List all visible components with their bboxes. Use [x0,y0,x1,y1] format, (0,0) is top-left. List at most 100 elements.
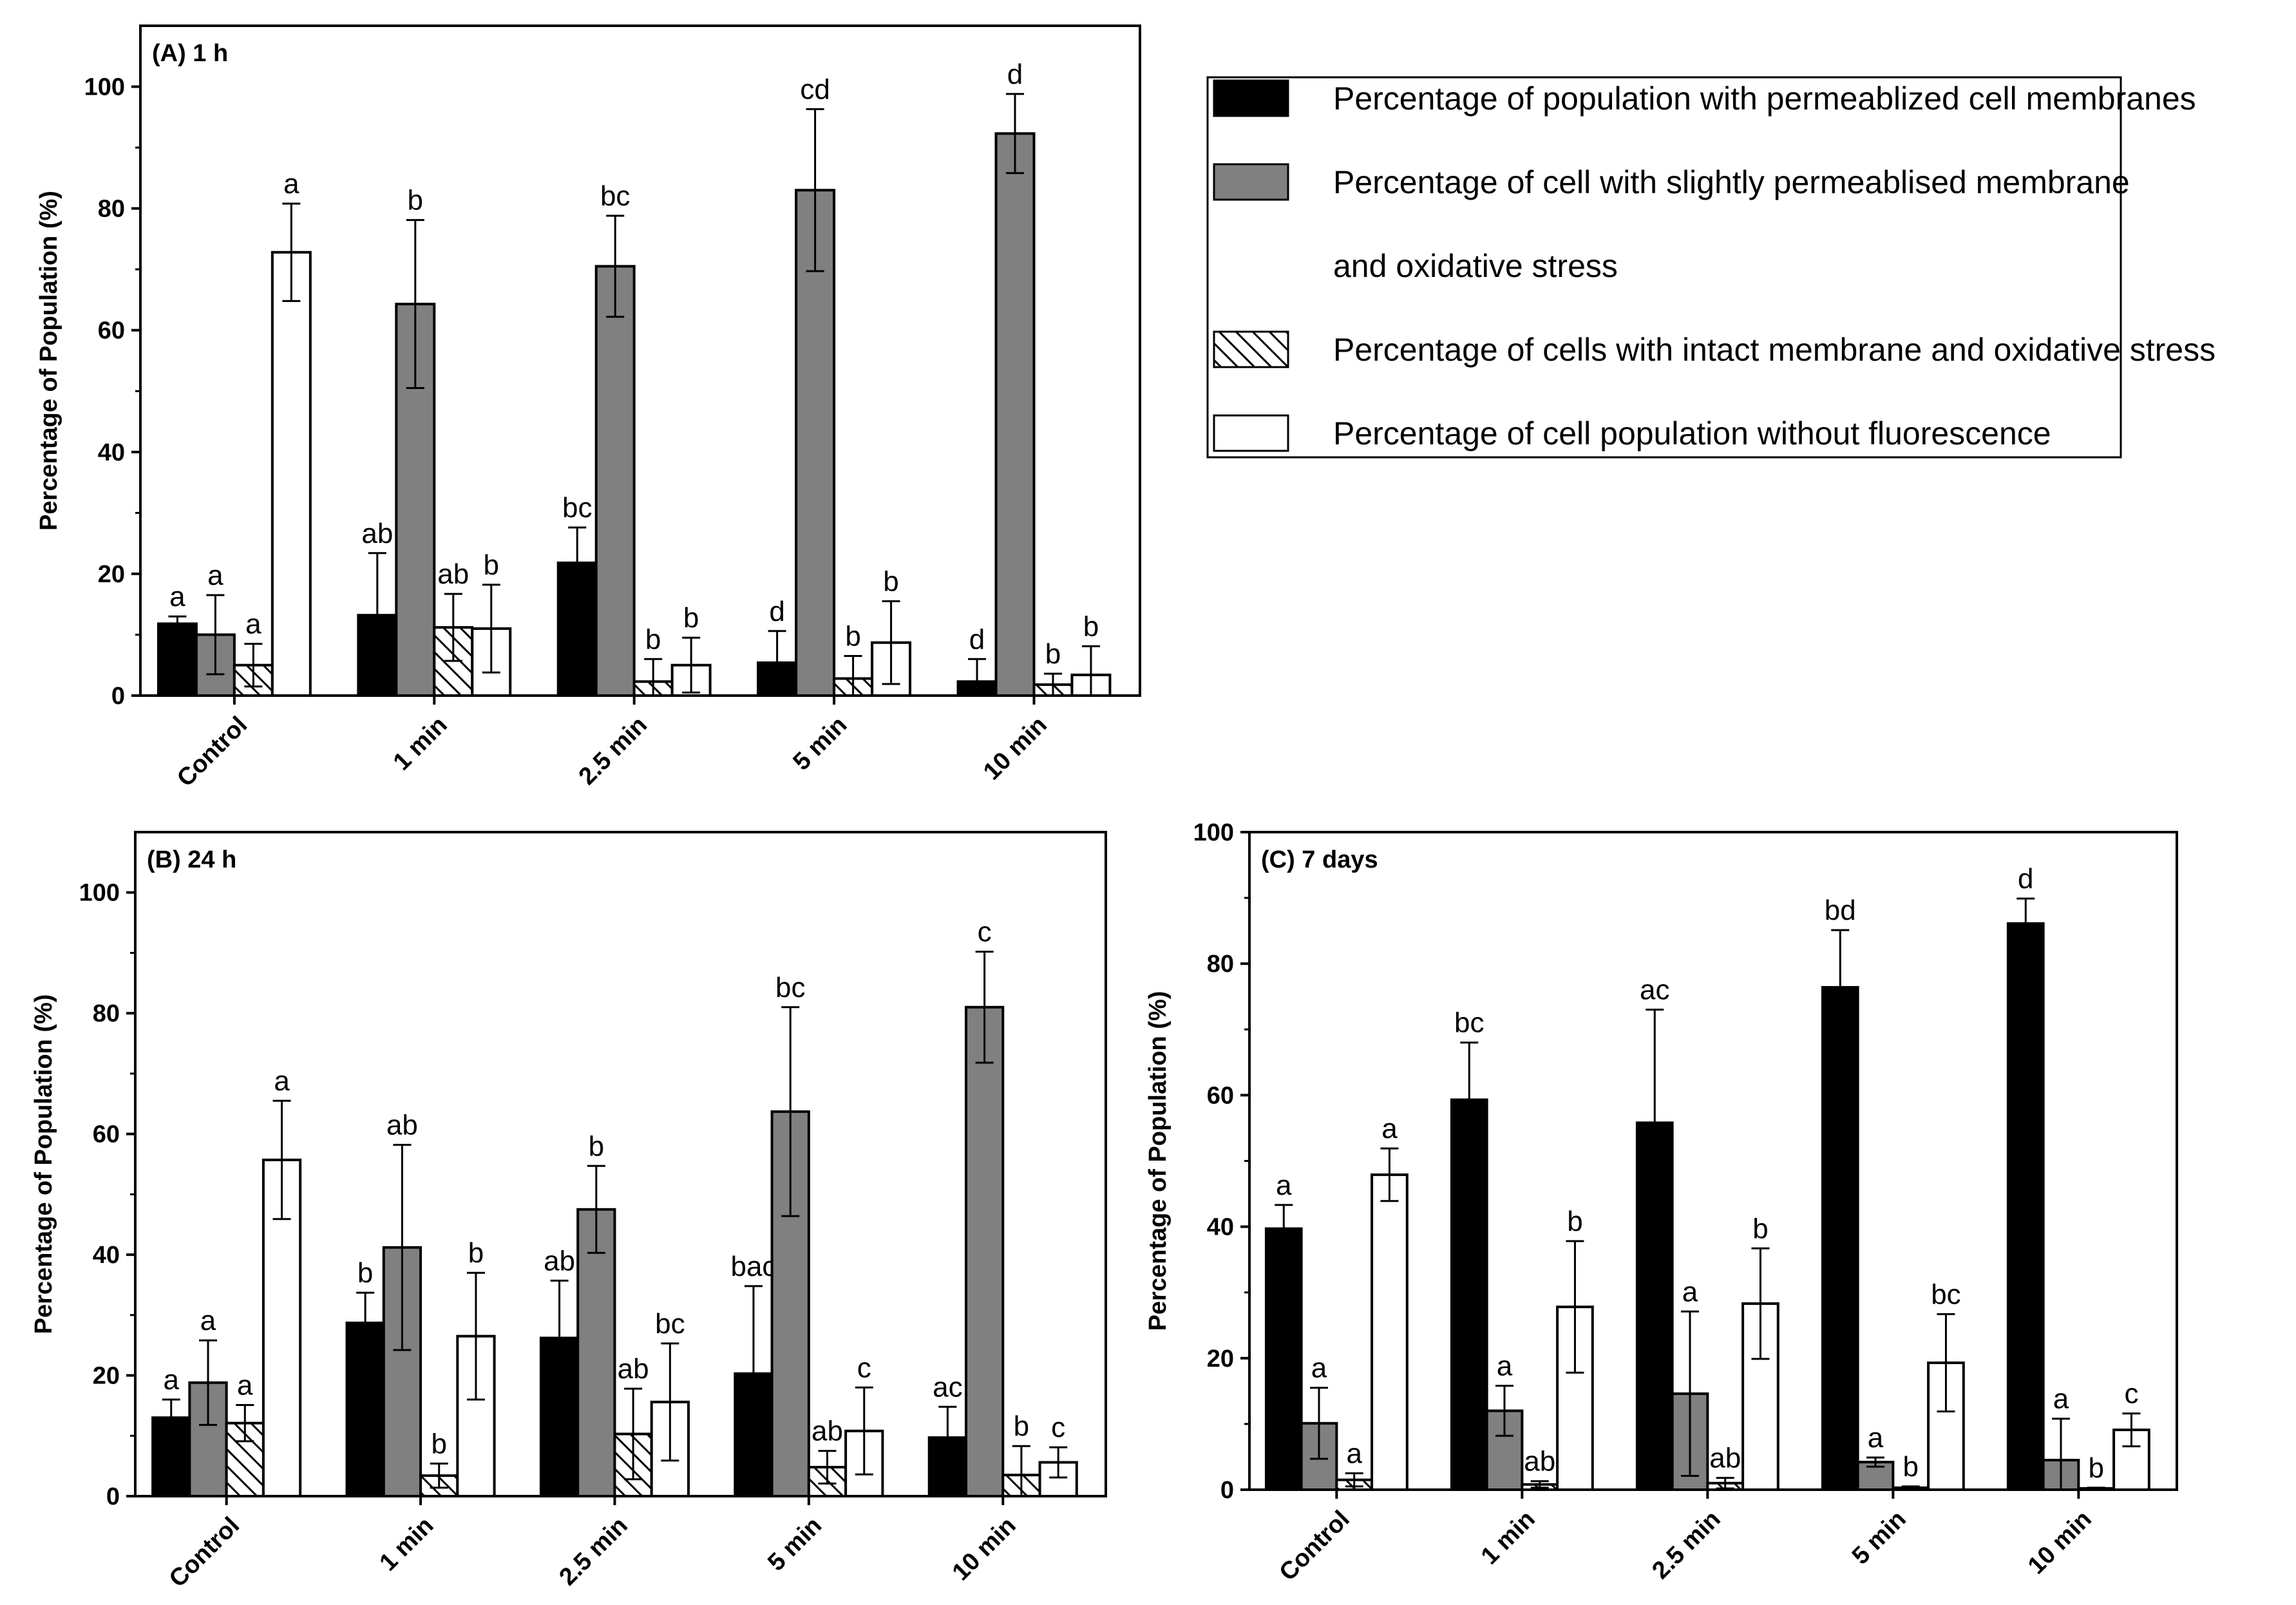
y-tick-label: 60 [98,318,125,345]
significance-letter: b [1752,1213,1768,1244]
bar-5-min-series-2 [795,189,836,698]
significance-letter: ab [361,518,393,549]
y-axis-title: Percentage of Population (%) [1144,991,1172,1331]
significance-letter: b [1014,1410,1029,1442]
panel-title: (C) 7 days [1261,846,1378,873]
significance-letter: ab [1709,1443,1741,1474]
bar-control-series-1 [157,622,198,697]
legend-swatch-4 [1213,414,1289,452]
legend-frame [1206,76,2122,459]
significance-letter: ac [1640,974,1669,1006]
significance-letter: bc [775,972,805,1003]
significance-letter: bc [600,180,630,212]
significance-letter: ac [933,1371,962,1403]
significance-letter: bd [1825,895,1856,926]
x-category-label: 2.5 min [574,712,652,790]
x-category-label: 2.5 min [1647,1506,1725,1584]
x-category-label: 1 min [375,1512,439,1577]
y-tick-label: 20 [98,561,125,588]
significance-letter: a [1346,1438,1362,1469]
y-tick-label: 60 [1207,1082,1234,1109]
significance-letter: a [274,1065,290,1097]
significance-letter: ab [811,1416,843,1447]
significance-letter: bc [1454,1007,1484,1039]
bar-10-min-series-2 [964,1005,1005,1497]
bar-5-min-series-1 [1821,985,1859,1492]
significance-letter: a [1497,1351,1513,1382]
legend-label-2-line2: and oxidative stress [1333,248,1618,284]
y-tick-label: 20 [93,1363,120,1390]
significance-letter: bc [655,1308,685,1340]
x-category-label: Control [164,1512,245,1593]
significance-letter: ab [1524,1446,1555,1477]
significance-letter: b [1567,1206,1582,1237]
x-category-label: 5 min [788,712,853,776]
y-tick-label: 0 [1220,1477,1234,1504]
significance-letter: c [857,1352,871,1383]
significance-letter: a [207,560,223,591]
bar-1-min-series-1 [1450,1098,1488,1491]
chart-panel-a: (A) 1 h 0 20 40 60 80 100 Percentage of Populat… [35,24,1141,792]
bar-control-series-4 [270,251,312,697]
significance-letter: b [1045,638,1061,670]
legend-label-4: Percentage of cell population without fl… [1333,415,2051,451]
significance-letter: b [883,565,898,597]
bar-2-5-min-series-2 [594,265,636,698]
y-tick-label: 100 [79,880,120,907]
x-category-label: 10 min [2023,1506,2097,1580]
y-tick-label: 40 [1207,1214,1234,1241]
significance-letter: a [2053,1383,2069,1415]
panel-title: (A) 1 h [152,40,228,67]
chart-legend: Percentage of population with permeabliz… [1206,76,2215,459]
significance-letter: b [2088,1452,2103,1484]
significance-letter: c [1051,1412,1065,1443]
significance-letter: d [1007,59,1023,90]
legend-swatch-3 [1213,330,1289,368]
y-tick-label: 100 [84,74,125,101]
x-category-label: 2.5 min [555,1512,633,1591]
significance-letter: b [645,623,661,655]
significance-letter: a [283,168,299,200]
significance-letter: b [357,1257,373,1289]
x-category-label: 10 min [978,712,1052,786]
significance-letter: a [1381,1113,1398,1144]
x-category-label: 5 min [763,1512,827,1577]
y-tick-label: 0 [111,683,125,710]
significance-letter: cd [800,74,830,106]
y-tick-label: 20 [1207,1345,1234,1372]
x-category-label: 1 min [388,712,453,776]
significance-letter: b [683,602,699,634]
significance-letter: ab [618,1353,649,1385]
significance-letter: a [237,1369,253,1401]
significance-letter: a [1682,1276,1698,1307]
legend-swatch-2 [1213,163,1289,201]
y-tick-label: 80 [93,1000,120,1027]
significance-letter: b [468,1237,484,1269]
legend-label-1: Percentage of population with permeabliz… [1333,81,2196,117]
legend-label-3: Percentage of cells with intact membrane… [1333,332,2215,368]
x-category-label: Control [172,712,252,792]
bar-10-min-series-2 [994,132,1036,697]
legend-label-2: Percentage of cell with slightly permeab… [1333,164,2130,200]
significance-letter: bc [562,492,592,524]
significance-letter: a [200,1305,216,1336]
x-category-label: Control [1275,1506,1355,1586]
significance-letter: c [2124,1378,2138,1410]
significance-letter: a [1311,1353,1327,1384]
chart-panel-c: (C) 7 days 0 20 40 60 80 100 Percentage of Popu… [1144,819,2178,1586]
significance-letter: a [1276,1170,1292,1201]
significance-letter: a [169,581,185,613]
y-tick-label: 40 [93,1242,120,1269]
chart-panel-b: (B) 24 h 0 20 40 60 80 100 Percentage of Popula… [30,831,1107,1593]
panel-title: (B) 24 h [147,846,236,873]
significance-letter: d [2018,863,2033,895]
significance-letter: b [1902,1451,1918,1483]
x-category-label: 1 min [1476,1506,1541,1570]
significance-letter: b [484,549,499,581]
significance-letter: d [769,596,784,627]
significance-letter: b [845,621,860,652]
significance-letter: ab [386,1110,418,1141]
significance-letter: a [164,1364,180,1396]
y-axis-title: Percentage of Population (%) [30,994,57,1334]
